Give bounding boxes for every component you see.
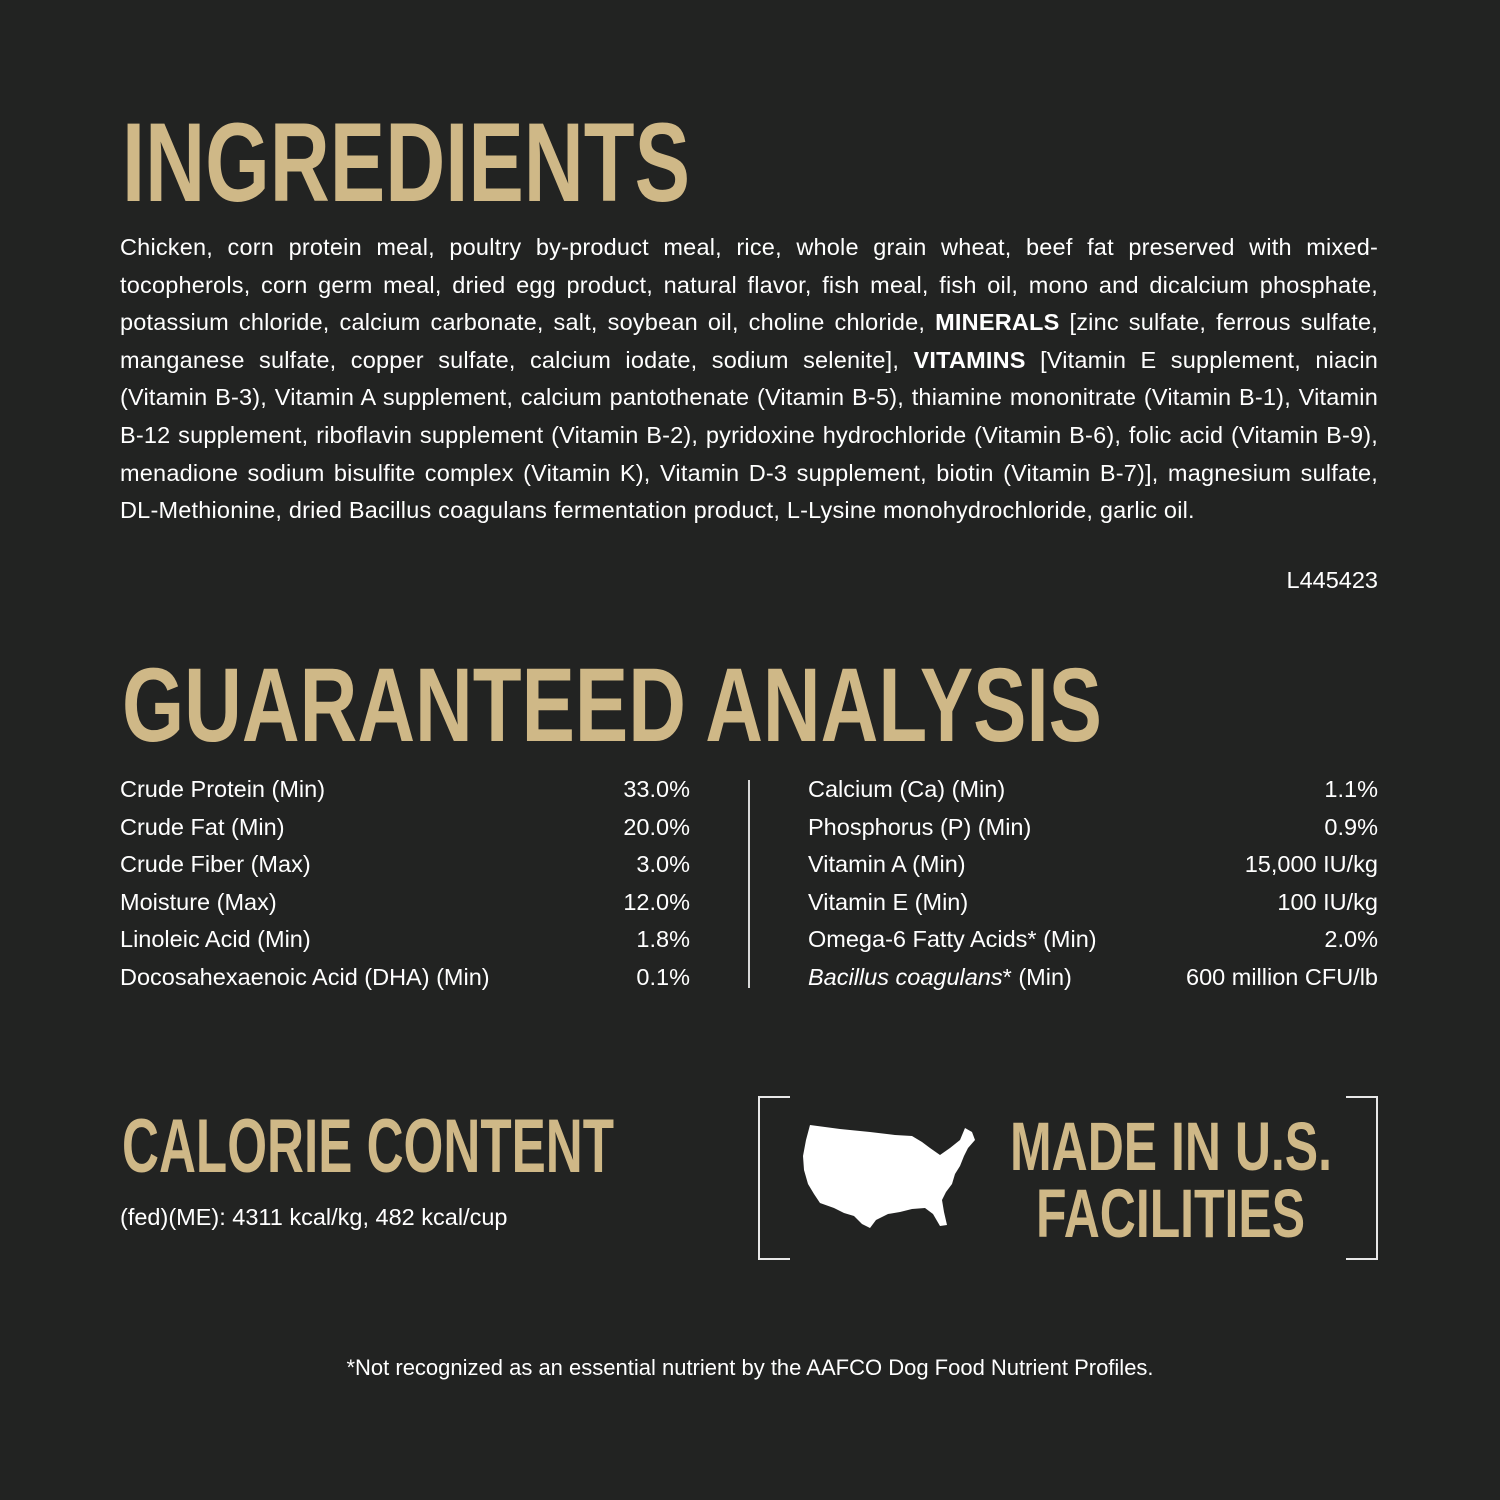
minerals-label: MINERALS [935,309,1060,336]
nutrient-name: Vitamin E (Min) [808,888,969,915]
guaranteed-analysis-title: GUARANTEED ANALYSIS [122,647,1102,764]
bacillus-name: Bacillus coagulans [808,963,1003,990]
ingredients-list: Chicken, corn protein meal, poultry by-p… [120,229,1378,530]
svg-text:MADE IN U.S.: MADE IN U.S. [1010,1108,1332,1185]
analysis-row: Moisture (Max) 12.0% [120,884,690,922]
nutrient-value: 0.9% [1324,813,1378,840]
bacillus-qualifier: * (Min) [1002,963,1072,990]
analysis-row: Crude Fiber (Max) 3.0% [120,846,690,884]
nutrient-value: 2.0% [1324,926,1378,952]
lot-code: L445423 [1286,567,1379,593]
nutrient-value: 100 IU/kg [1277,888,1378,915]
nutrient-name: Phosphorus (P) (Min) [808,813,1032,840]
analysis-right-column: Calcium (Ca) (Min) 1.1% Phosphorus (P) (Mi… [808,771,1378,996]
nutrient-value: 600 million CFU/lb [1186,963,1378,990]
footnote: *Not recognized as an essential nutrient… [346,1355,1154,1380]
nutrient-value: 3.0% [636,851,690,877]
nutrient-value: 15,000 IU/kg [1244,851,1378,877]
analysis-row: Linoleic Acid (Min) 1.8% [120,921,690,959]
made-in-usa-line1: MADE IN U.S. [1010,1108,1332,1185]
nutrient-value: 20.0% [623,813,690,840]
svg-text:GUARANTEED ANALYSIS: GUARANTEED ANALYSIS [122,647,1102,764]
nutrient-name: Bacillus coagulans* (Min) [808,959,1072,997]
analysis-row: Docosahexaenoic Acid (DHA) (Min) 0.1% [120,959,690,997]
analysis-row: Crude Protein (Min) 33.0% [120,771,690,809]
analysis-row-bacillus: Bacillus coagulans* (Min) 600 million CFU… [808,959,1378,997]
ingredients-text: Chicken, corn protein meal, poultry by-p… [120,234,1378,336]
vitamins-text: [Vitamin E supplement, niacin (Vitamin B… [120,346,1379,524]
minerals-text: [zinc sulfate, ferrous sulfate, manganes… [120,309,1379,373]
svg-text:FACILITIES: FACILITIES [1036,1175,1305,1252]
nutrient-name: Crude Fat (Min) [120,813,285,840]
nutrient-value: 0.1% [636,963,690,990]
nutrient-name: Docosahexaenoic Acid (DHA) (Min) [120,963,490,990]
nutrient-value: 1.1% [1324,776,1378,802]
calorie-content-title: CALORIE CONTENT [122,1104,614,1189]
nutrient-name: Vitamin A (Min) [808,851,966,877]
analysis-row: Vitamin E (Min) 100 IU/kg [808,884,1378,922]
analysis-row: Phosphorus (P) (Min) 0.9% [808,809,1378,847]
svg-text:INGREDIENTS: INGREDIENTS [122,100,690,225]
nutrient-value: 1.8% [636,926,690,952]
calorie-content-text: (fed)(ME): 4311 kcal/kg, 482 kcal/cup [120,1204,508,1230]
analysis-row: Calcium (Ca) (Min) 1.1% [808,771,1378,809]
vitamins-label: VITAMINS [913,346,1026,373]
nutrient-name: Moisture (Max) [120,888,277,915]
made-in-usa-line2: FACILITIES [1036,1175,1305,1252]
usa-map-icon [803,1125,975,1228]
analysis-row: Crude Fat (Min) 20.0% [120,809,690,847]
left-bracket [758,1096,790,1260]
column-divider [748,780,750,988]
analysis-left-column: Crude Protein (Min) 33.0% Crude Fat (Min) 2… [120,771,690,996]
svg-text:CALORIE CONTENT: CALORIE CONTENT [122,1104,614,1189]
nutrient-name: Omega-6 Fatty Acids* (Min) [808,926,1097,952]
analysis-row: Vitamin A (Min) 15,000 IU/kg [808,846,1378,884]
ingredients-title: INGREDIENTS [122,100,690,225]
nutrient-name: Linoleic Acid (Min) [120,926,311,952]
nutrient-name: Crude Protein (Min) [120,776,326,802]
nutrient-name: Calcium (Ca) (Min) [808,776,1006,802]
nutrient-name: Crude Fiber (Max) [120,851,311,877]
nutrient-value: 33.0% [623,776,690,802]
analysis-row: Omega-6 Fatty Acids* (Min) 2.0% [808,921,1378,959]
nutrient-value: 12.0% [623,888,690,915]
right-bracket [1346,1096,1378,1260]
